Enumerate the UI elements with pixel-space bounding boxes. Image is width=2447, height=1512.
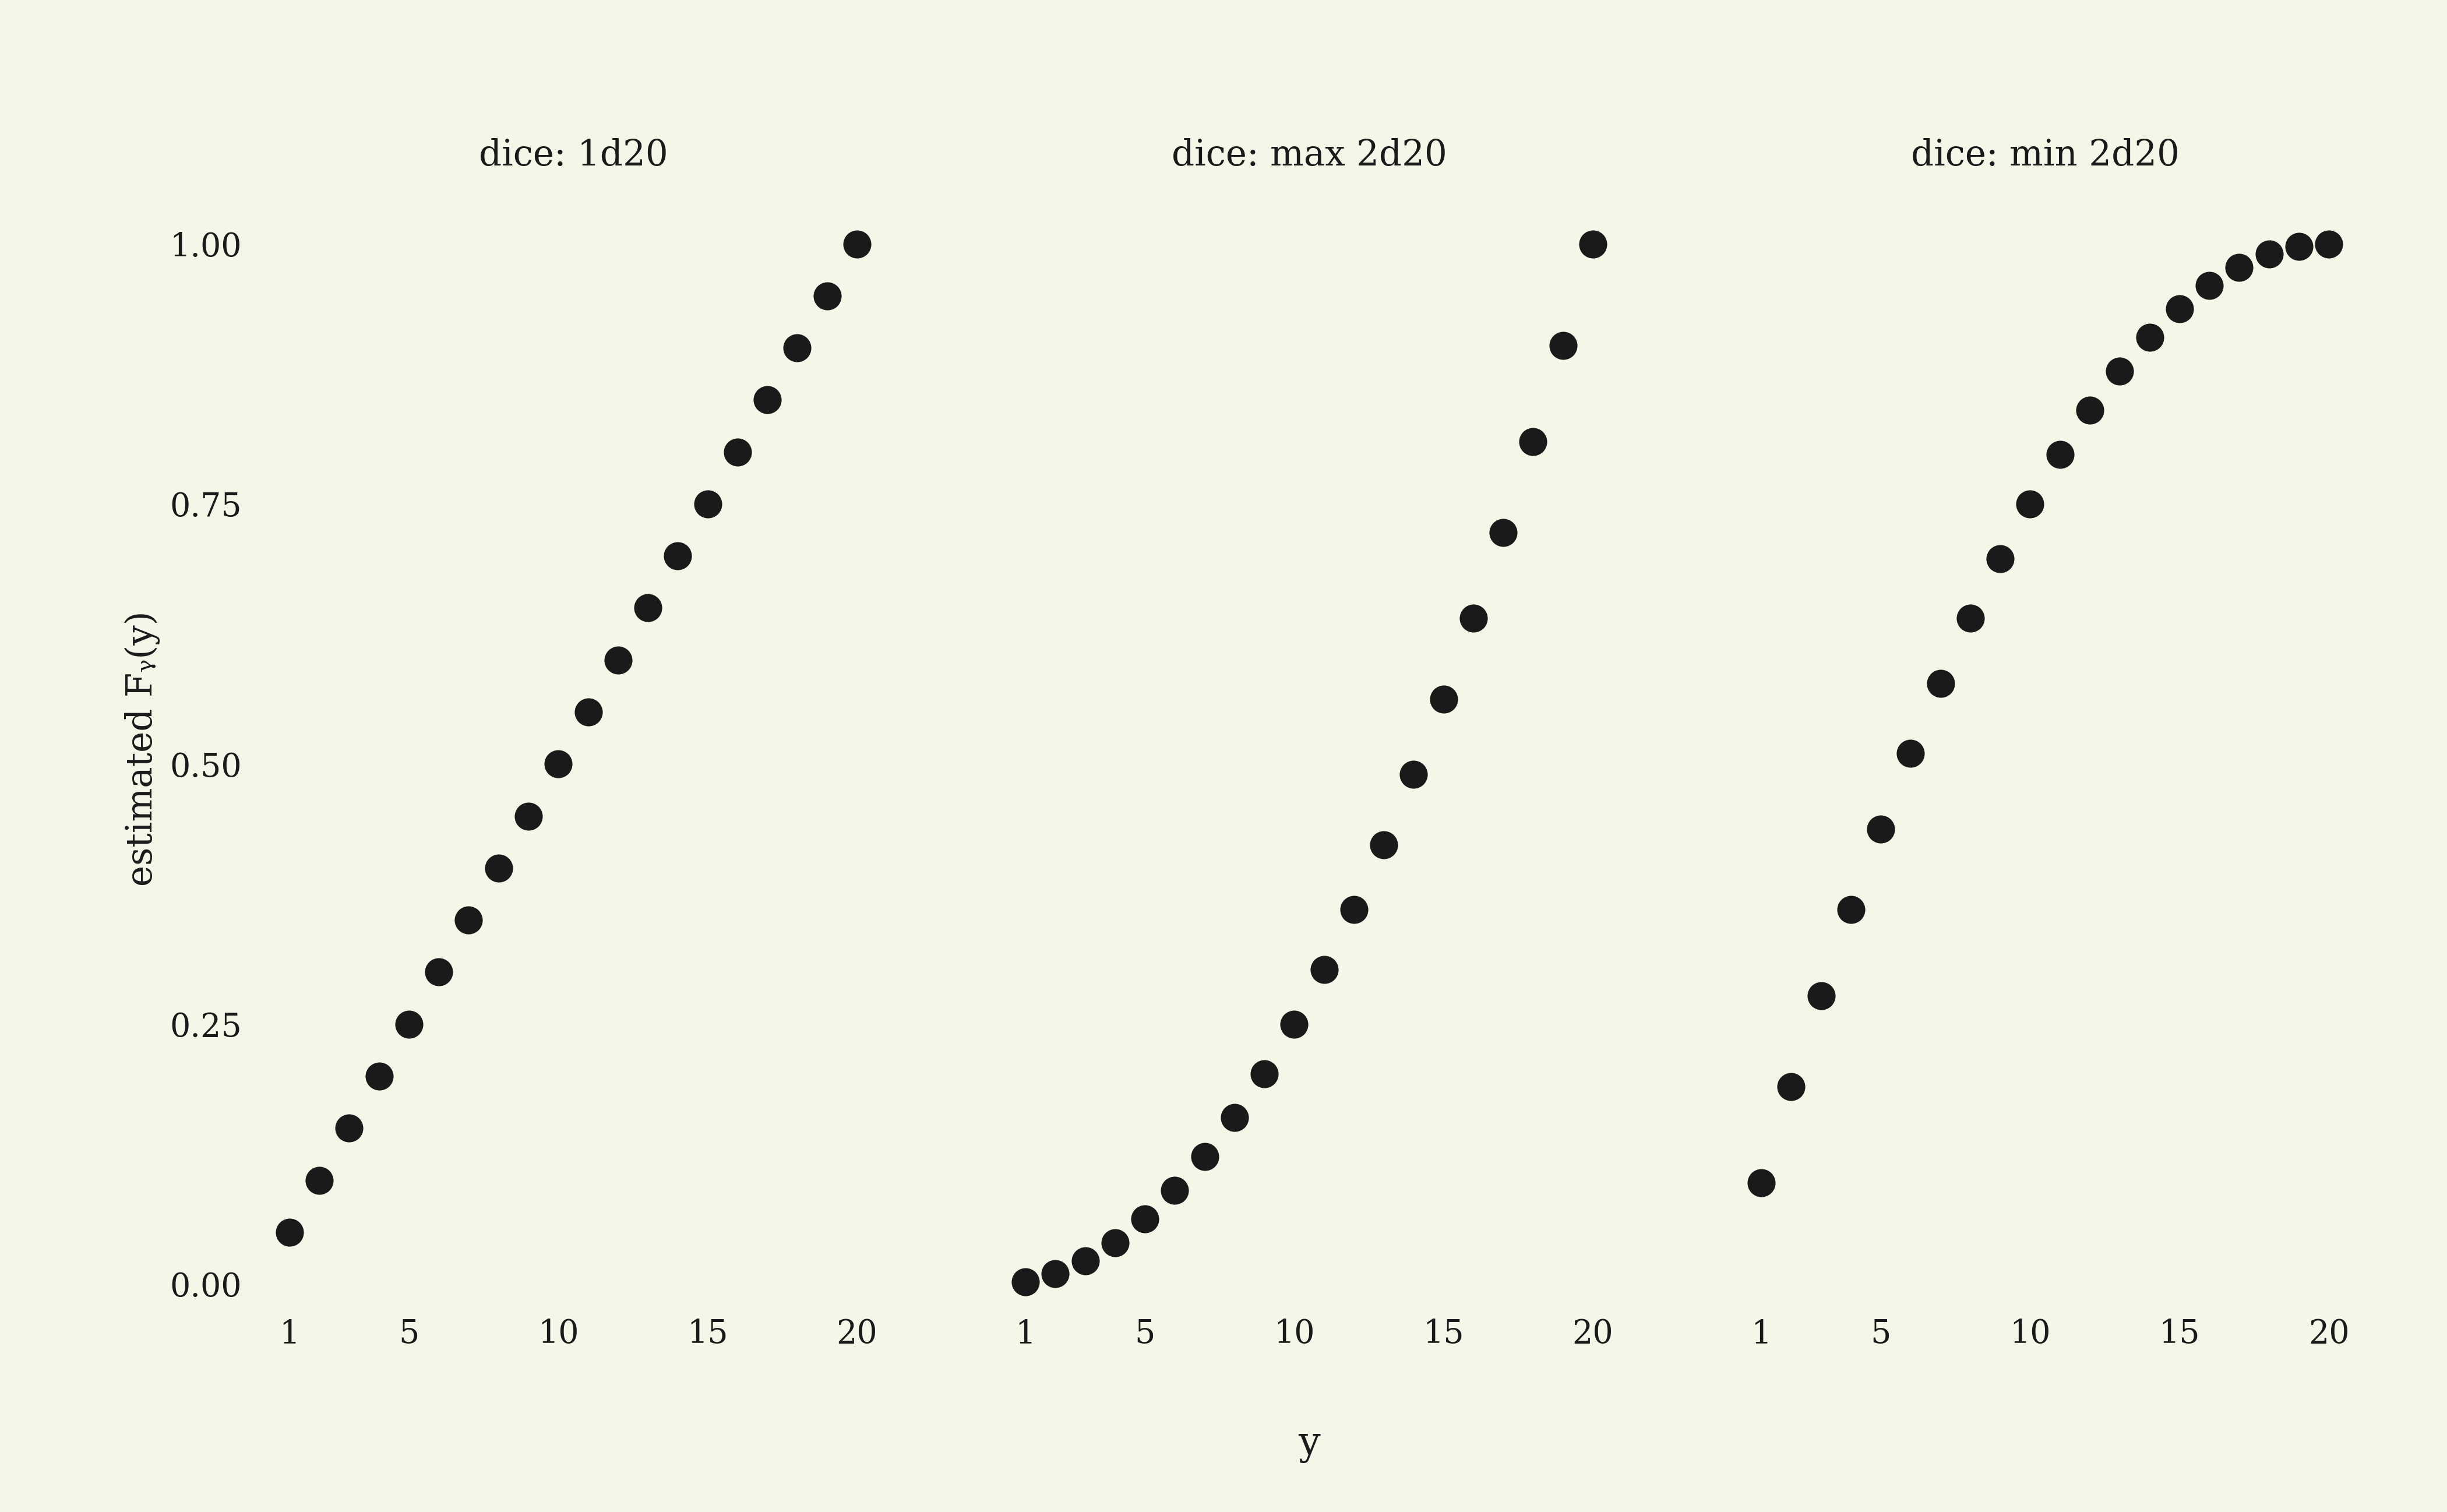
Point <box>1921 671 1960 696</box>
Point <box>808 284 847 308</box>
Point <box>658 544 697 569</box>
Point <box>1950 606 1989 631</box>
Point <box>600 649 639 673</box>
Y-axis label: estimated Fᵧ(y): estimated Fᵧ(y) <box>125 611 159 886</box>
Text: y: y <box>1299 1424 1319 1464</box>
Point <box>1454 606 1493 631</box>
Point <box>1184 1145 1224 1169</box>
Point <box>1365 833 1405 857</box>
Point <box>688 491 727 516</box>
Title: dice: 1d20: dice: 1d20 <box>480 138 668 172</box>
Point <box>1214 1105 1253 1129</box>
Point <box>269 1220 308 1244</box>
Point <box>1395 762 1434 786</box>
Point <box>717 440 756 464</box>
Point <box>1424 686 1463 711</box>
Point <box>2100 360 2139 384</box>
Point <box>480 856 519 880</box>
Point <box>1862 816 1901 841</box>
Point <box>1544 333 1583 357</box>
Point <box>1742 1170 1781 1194</box>
Point <box>2041 443 2080 467</box>
Point <box>1334 898 1373 922</box>
Point <box>1035 1261 1074 1285</box>
Point <box>2278 234 2317 259</box>
Point <box>1155 1178 1194 1202</box>
Point <box>509 804 548 829</box>
Point <box>1892 741 1931 765</box>
Point <box>568 700 607 724</box>
Point <box>629 596 668 620</box>
Point <box>2219 256 2259 280</box>
Point <box>2249 242 2288 266</box>
Point <box>1064 1249 1104 1273</box>
Point <box>538 751 577 776</box>
Point <box>1304 957 1343 981</box>
Point <box>2190 274 2229 298</box>
Point <box>1830 898 1870 922</box>
Point <box>450 909 489 933</box>
Point <box>1515 429 1554 454</box>
Point <box>1573 231 1613 256</box>
Point <box>2011 491 2051 516</box>
Point <box>1772 1075 1811 1099</box>
Point <box>1275 1012 1314 1036</box>
Point <box>301 1169 340 1193</box>
Point <box>330 1116 369 1140</box>
Point <box>749 387 788 411</box>
Point <box>418 960 458 984</box>
Point <box>1980 546 2019 570</box>
Point <box>2161 296 2200 321</box>
Title: dice: max 2d20: dice: max 2d20 <box>1172 138 1446 172</box>
Point <box>360 1064 399 1089</box>
Point <box>2070 398 2109 422</box>
Point <box>1126 1207 1165 1231</box>
Point <box>1483 520 1522 544</box>
Point <box>2310 231 2349 256</box>
Point <box>837 231 876 256</box>
Title: dice: min 2d20: dice: min 2d20 <box>1911 138 2180 172</box>
Point <box>1801 983 1840 1007</box>
Point <box>1096 1231 1135 1255</box>
Point <box>1006 1270 1045 1294</box>
Point <box>2129 325 2168 349</box>
Point <box>778 336 817 360</box>
Point <box>389 1012 428 1036</box>
Point <box>1246 1061 1285 1086</box>
